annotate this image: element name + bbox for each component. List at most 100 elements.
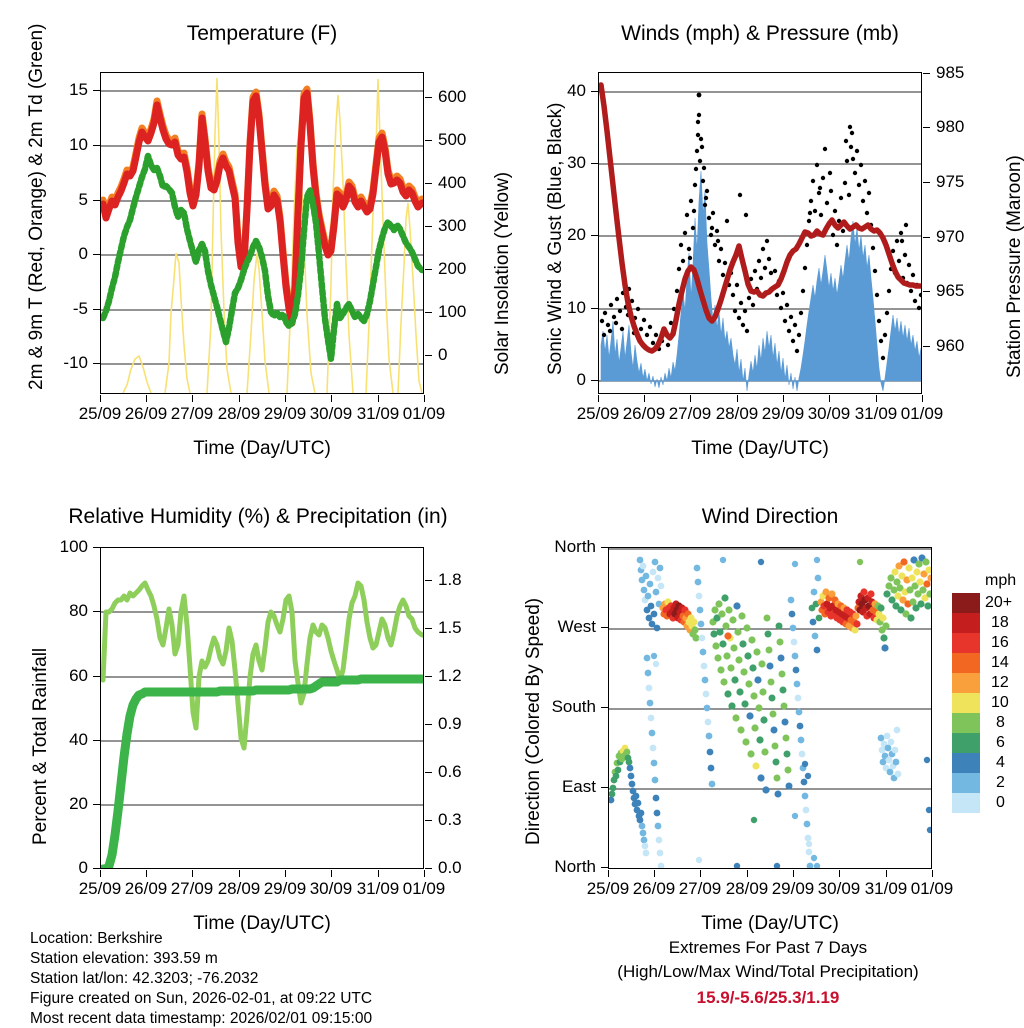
winds-xtick-5: [829, 395, 830, 402]
temperature-xlabel-7: 01/09: [402, 404, 446, 423]
colorbar-band-16: [952, 633, 980, 653]
wind-direction-xtick-1: [654, 870, 655, 877]
wind-direction-xtick-6: [886, 870, 887, 877]
solar-insolation-series: [122, 77, 423, 393]
colorbar-band-2: [952, 773, 980, 793]
temperature-ytick-0: [93, 90, 100, 91]
humidity-ylabel-100: 100: [59, 537, 88, 556]
colorbar-label-20plus: 20+: [985, 594, 1013, 611]
wind-direction-ylabel-west: West: [557, 617, 596, 636]
winds-xlabel-7: 01/09: [900, 404, 944, 423]
winds-xlabel: Time (Day/UTC): [691, 438, 829, 459]
winds-ytick-1: [591, 163, 598, 164]
station-info-location: Location: Berkshire: [30, 930, 163, 947]
precip-ytick-6: [425, 868, 432, 869]
pressure-ytick-5: [923, 346, 930, 347]
precip-ytick-5: [425, 820, 432, 821]
temperature-xlabel-1: 26/09: [124, 404, 168, 423]
station-info-latlon: Station lat/lon: 42.3203; -76.2032: [30, 970, 259, 987]
humidity-xtick-2: [192, 870, 193, 877]
temperature-ylabel-5: 5: [78, 190, 88, 209]
wind-direction-xtick-3: [747, 870, 748, 877]
humidity-ytick-5: [93, 868, 100, 869]
temperature-xtick-7: [424, 395, 425, 402]
wind-direction-xtick-5: [839, 870, 840, 877]
humidity-ytick-0: [93, 547, 100, 548]
winds-ylabel-20: 20: [567, 225, 586, 244]
wind-direction-xlabel-3: 28/09: [725, 879, 769, 898]
solar-ylabel-100: 100: [438, 302, 467, 321]
temperature-plot-area: [100, 72, 424, 394]
winds-xtick-3: [737, 395, 738, 402]
humidity-ylabel-60: 60: [69, 666, 88, 685]
colorbar-label-10: 10: [991, 694, 1009, 711]
pressure-ylabel-975: 975: [936, 172, 965, 191]
precip-ylabel-0-3: 0.3: [438, 810, 462, 829]
humidity-xlabel-5: 30/09: [309, 879, 353, 898]
wind-direction-plot-area: [608, 547, 932, 869]
precip-ylabel-0-6: 0.6: [438, 762, 462, 781]
winds-xlabel-0: 25/09: [576, 404, 620, 423]
temperature-ylabel-10: 10: [69, 135, 88, 154]
winds-ytick-0: [591, 91, 598, 92]
temperature-ytick-4: [93, 309, 100, 310]
solar-ylabel-300: 300: [438, 216, 467, 235]
temperature-xtick-6: [378, 395, 379, 402]
humidity-xlabel-0: 25/09: [78, 879, 122, 898]
precip-ylabel-0-9: 0.9: [438, 714, 462, 733]
relative-humidity-series: [101, 580, 423, 751]
winds-xlabel-3: 28/09: [715, 404, 759, 423]
temperature-svg: [101, 77, 423, 393]
colorbar-band-6: [952, 733, 980, 753]
winds-xtick-1: [644, 395, 645, 402]
station-info-elevation: Station elevation: 393.59 m: [30, 950, 218, 967]
humidity-plot-area: [100, 547, 424, 869]
temperature-xlabel-2: 27/09: [170, 404, 214, 423]
temperature-ylabel-right: Solar Insolation (Yellow): [492, 171, 513, 375]
solar-ytick-2: [425, 183, 432, 184]
extremes-subtitle: (High/Low/Max Wind/Total Precipitation): [617, 962, 919, 981]
winds-ylabel-0: 0: [576, 370, 586, 389]
winds-ytick-3: [591, 308, 598, 309]
colorbar-band-0: [952, 793, 980, 813]
winds-xlabel-5: 30/09: [807, 404, 851, 423]
pressure-ytick-1: [923, 127, 930, 128]
winds-xtick-2: [690, 395, 691, 402]
temperature-dewpoint-green-series: [101, 152, 423, 363]
humidity-xlabel-3: 28/09: [217, 879, 261, 898]
humidity-xlabel-2: 27/09: [170, 879, 214, 898]
humidity-xlabel-7: 01/09: [402, 879, 446, 898]
temperature-xlabel-6: 31/09: [356, 404, 400, 423]
temperature-xlabel-3: 28/09: [217, 404, 261, 423]
winds-xlabel-6: 31/09: [854, 404, 898, 423]
winds-ylabel-10: 10: [567, 298, 586, 317]
humidity-xtick-6: [378, 870, 379, 877]
wind-direction-ytick-3: [601, 787, 608, 788]
precip-ytick-0: [425, 580, 432, 581]
winds-xlabel-2: 27/09: [668, 404, 712, 423]
colorbar-label-0: 0: [996, 794, 1005, 811]
solar-ylabel-600: 600: [438, 87, 467, 106]
winds-xtick-6: [876, 395, 877, 402]
colorbar-label-2: 2: [996, 774, 1005, 791]
temperature-ylabel-15: 15: [69, 80, 88, 99]
temperature-ylabel-neg5: -5: [72, 299, 88, 318]
solar-ytick-5: [425, 312, 432, 313]
temperature-xtick-4: [285, 395, 286, 402]
temperature-xlabel-0: 25/09: [78, 404, 122, 423]
precip-ytick-2: [425, 676, 432, 677]
humidity-xtick-4: [285, 870, 286, 877]
temperature-xtick-3: [239, 395, 240, 402]
humidity-ytick-4: [93, 804, 100, 805]
wind-direction-ylabel-north-bottom: North: [554, 857, 596, 876]
humidity-xtick-3: [239, 870, 240, 877]
temperature-xlabel: Time (Day/UTC): [193, 438, 331, 459]
wind-direction-xlabel: Time (Day/UTC): [701, 913, 839, 934]
winds-xtick-7: [922, 395, 923, 402]
temperature-xtick-1: [146, 395, 147, 402]
pressure-ylabel-965: 965: [936, 281, 965, 300]
winds-xlabel-4: 29/09: [761, 404, 805, 423]
precip-ytick-3: [425, 724, 432, 725]
colorbar-label-8: 8: [996, 714, 1005, 731]
temperature-xtick-5: [331, 395, 332, 402]
